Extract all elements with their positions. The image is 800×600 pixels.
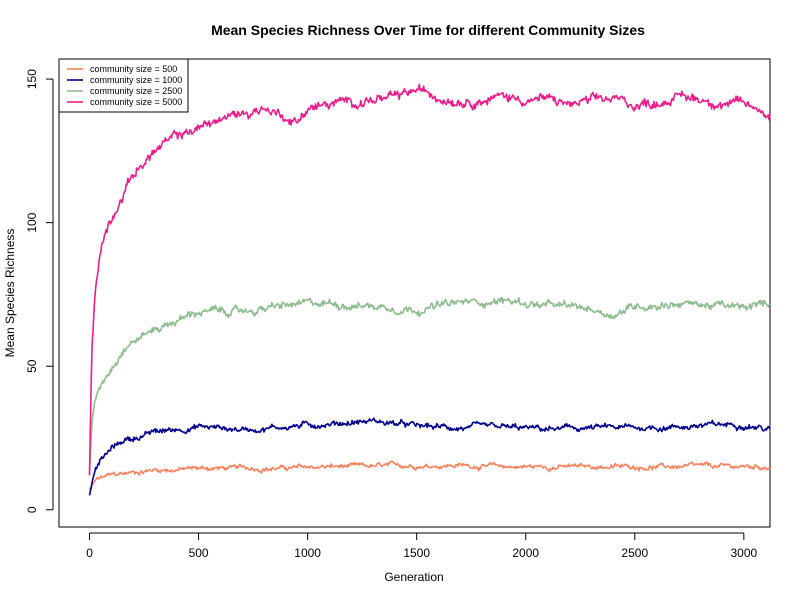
x-tick-label: 1500 bbox=[403, 546, 430, 560]
legend-label-0: community size = 500 bbox=[90, 64, 177, 74]
x-tick-label: 2000 bbox=[512, 546, 539, 560]
y-tick-label: 50 bbox=[25, 359, 39, 373]
series-line-3 bbox=[88, 83, 771, 476]
x-axis-label: Generation bbox=[384, 570, 443, 584]
legend-box bbox=[58, 58, 189, 113]
series-line-1 bbox=[88, 417, 771, 496]
y-axis-label: Mean Species Richness bbox=[3, 229, 17, 358]
y-axis: 0 50 100 150 bbox=[25, 69, 54, 513]
chart-title: Mean Species Richness Over Time for diff… bbox=[211, 22, 645, 38]
x-tick-label: 0 bbox=[86, 546, 93, 560]
series-line-2 bbox=[88, 296, 771, 476]
legend-label-1: community size = 1000 bbox=[90, 75, 182, 85]
x-tick-label: 2500 bbox=[621, 546, 648, 560]
legend-label-3: community size = 5000 bbox=[90, 97, 182, 107]
legend-label-2: community size = 2500 bbox=[90, 86, 182, 96]
x-axis: 0 500 1000 1500 2000 2500 3000 bbox=[86, 532, 757, 560]
y-tick-label: 100 bbox=[25, 212, 39, 232]
x-tick-label: 1000 bbox=[294, 546, 321, 560]
x-tick-label: 3000 bbox=[730, 546, 757, 560]
plot-frame bbox=[58, 58, 771, 528]
x-tick-label: 500 bbox=[189, 546, 209, 560]
y-tick-label: 0 bbox=[25, 506, 39, 513]
series-layer bbox=[88, 83, 771, 496]
y-tick-label: 150 bbox=[25, 69, 39, 89]
series-line-0 bbox=[88, 460, 771, 491]
